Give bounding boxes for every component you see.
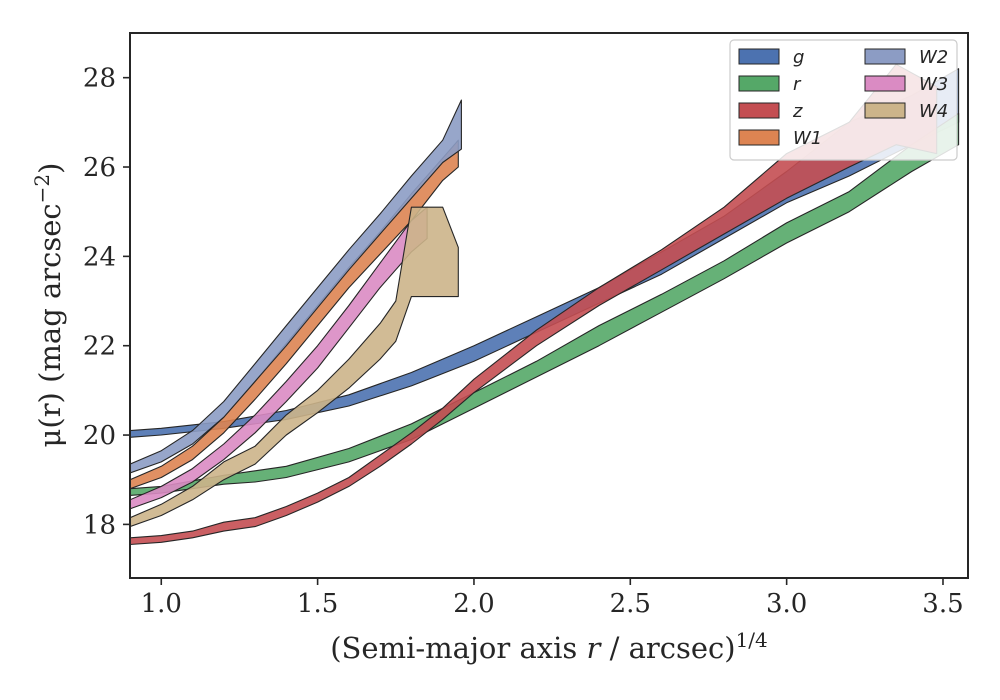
legend-label: z: [792, 101, 803, 122]
legend-item-w2: W2: [864, 47, 948, 68]
band-w2: [130, 99, 462, 474]
legend-swatch: [738, 102, 780, 119]
plot-frame: [129, 32, 969, 579]
y-tick-label: 26: [83, 153, 116, 183]
y-axis-label-exponent: −2: [30, 174, 54, 203]
legend-label: W4: [919, 101, 948, 122]
legend-label: W1: [793, 128, 822, 149]
y-axis-label: μ(r) (mag arcsec−2): [30, 163, 67, 448]
band-r: [130, 112, 960, 496]
legend-label: r: [793, 74, 802, 95]
x-tick-label: 1.5: [297, 589, 338, 619]
legend-item-g: g: [738, 47, 804, 68]
legend-swatch: [738, 129, 780, 146]
legend-swatch: [864, 48, 906, 65]
x-axis-label-exponent: 1/4: [736, 628, 768, 652]
y-tick-label: 18: [83, 510, 116, 540]
y-tick-label: 20: [83, 421, 116, 451]
legend-label: W2: [919, 47, 948, 68]
legend-swatch: [864, 102, 906, 119]
legend-swatch: [738, 75, 780, 92]
x-tick-label: 2.0: [453, 589, 494, 619]
legend-item-z: z: [738, 101, 803, 122]
band-w4: [130, 206, 459, 528]
legend-item-w1: W1: [738, 128, 822, 149]
legend-item-w3: W3: [864, 74, 948, 95]
x-axis-label: (Semi-major axis r / arcsec)1/4: [330, 628, 768, 665]
y-tick-label: 22: [83, 332, 116, 362]
x-tick-label: 3.0: [766, 589, 807, 619]
legend-item-w4: W4: [864, 101, 948, 122]
legend: grz W1 W2 W3 W4: [729, 39, 958, 161]
legend-box: [729, 39, 958, 161]
x-tick-label: 3.5: [922, 589, 963, 619]
legend-label: g: [793, 47, 804, 68]
band-g: [130, 68, 960, 438]
y-axis-ticks: 18 20 22 24 26 28: [83, 64, 130, 540]
y-tick-label: 24: [83, 242, 116, 272]
legend-label: W3: [919, 74, 948, 95]
x-axis-ticks: 1.0 1.5 2.0 2.5 3.0 3.5: [141, 578, 964, 619]
x-tick-label: 1.0: [141, 589, 182, 619]
legend-swatch: [738, 48, 780, 65]
legend-swatch: [864, 75, 906, 92]
y-tick-label: 28: [83, 64, 116, 94]
legend-item-r: r: [738, 74, 802, 95]
x-tick-label: 2.5: [610, 589, 651, 619]
